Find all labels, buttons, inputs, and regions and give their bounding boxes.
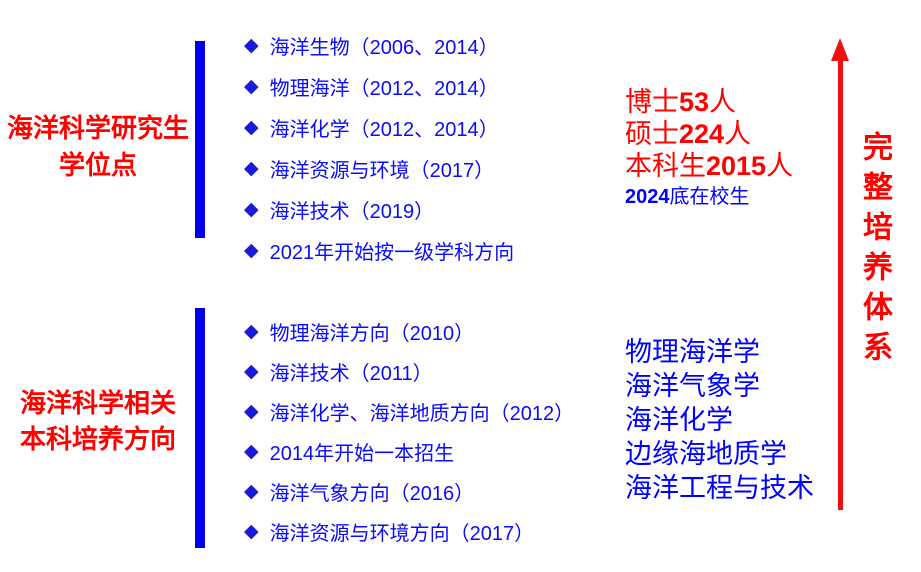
diamond-bullet-icon: ◆ <box>244 240 259 261</box>
list-item-label: 物理海洋（2012、2014） <box>269 78 499 100</box>
stat-line: 本科生2015人 <box>625 150 793 182</box>
list-item: ◆ 海洋气象方向（2016） <box>244 471 574 511</box>
list-item: ◆ 海洋资源与环境方向（2017） <box>244 511 574 551</box>
diamond-bullet-icon: ◆ <box>244 480 259 502</box>
list-item-label: 海洋化学、海洋地质方向（2012） <box>269 402 575 425</box>
major-item: 海洋化学 <box>625 405 733 435</box>
list-item: ◆ 海洋技术（2011） <box>244 351 574 391</box>
graduate-programs-list: ◆ 海洋生物（2006、2014） ◆ 物理海洋（2012、2014） ◆ 海洋… <box>244 25 514 271</box>
stat-suffix: 人 <box>766 151 794 181</box>
stat-number: 2015 <box>706 151 767 181</box>
diamond-bullet-icon: ◆ <box>244 199 259 220</box>
list-item: ◆ 物理海洋方向（2010） <box>244 311 574 351</box>
list-item-label: 物理海洋方向（2010） <box>269 322 475 345</box>
stats-note-text: 底在校生 <box>669 186 750 208</box>
list-item: ◆ 海洋技术（2019） <box>244 189 514 230</box>
diamond-bullet-icon: ◆ <box>244 400 259 422</box>
list-item: ◆ 物理海洋（2012、2014） <box>244 66 514 107</box>
up-arrow-line <box>838 58 843 510</box>
graduate-section-title-line2: 学位点 <box>58 151 137 180</box>
major-item: 物理海洋学 <box>625 337 760 367</box>
undergrad-section-title-line1: 海洋科学相关 <box>19 389 176 418</box>
list-item: ◆ 2021年开始按一级学科方向 <box>244 230 514 271</box>
list-item-label: 海洋化学（2012、2014） <box>269 119 499 141</box>
list-item-label: 海洋气象方向（2016） <box>269 482 475 505</box>
diamond-bullet-icon: ◆ <box>244 35 259 56</box>
graduate-section-title: 海洋科学研究生 学位点 <box>0 110 196 184</box>
complete-system-label: 完整培养体系 <box>858 131 891 371</box>
graduate-group-bar <box>195 41 205 238</box>
stat-suffix: 人 <box>709 87 737 117</box>
enrollment-stats: 博士53人 硕士224人 本科生2015人 2024底在校生 <box>625 86 793 212</box>
graduate-section-title-line1: 海洋科学研究生 <box>6 114 189 143</box>
undergrad-programs-list: ◆ 物理海洋方向（2010） ◆ 海洋技术（2011） ◆ 海洋化学、海洋地质方… <box>244 311 574 551</box>
list-item-label: 海洋生物（2006、2014） <box>269 37 499 59</box>
list-item: ◆ 2014年开始一本招生 <box>244 431 574 471</box>
diamond-bullet-icon: ◆ <box>244 320 259 342</box>
stat-prefix: 本科生 <box>625 151 706 181</box>
diamond-bullet-icon: ◆ <box>244 440 259 462</box>
enrollment-stats-lines: 博士53人 硕士224人 本科生2015人 <box>625 86 793 182</box>
list-item-label: 2021年开始按一级学科方向 <box>269 242 515 264</box>
stat-number: 224 <box>679 119 725 149</box>
list-item: ◆ 海洋资源与环境（2017） <box>244 148 514 189</box>
list-item-label: 海洋技术（2011） <box>269 362 433 385</box>
stat-number: 53 <box>679 87 710 117</box>
major-item: 边缘海地质学 <box>625 439 787 469</box>
diamond-bullet-icon: ◆ <box>244 158 259 179</box>
stat-suffix: 人 <box>724 119 752 149</box>
list-item-label: 海洋资源与环境（2017） <box>269 160 495 182</box>
list-item-label: 2014年开始一本招生 <box>269 442 455 465</box>
list-item-label: 海洋资源与环境方向（2017） <box>269 522 535 545</box>
stat-prefix: 博士 <box>625 87 679 117</box>
diamond-bullet-icon: ◆ <box>244 117 259 138</box>
up-arrow-head-icon <box>831 38 849 61</box>
stats-note: 2024底在校生 <box>625 182 793 212</box>
major-item: 海洋工程与技术 <box>625 473 814 503</box>
list-item: ◆ 海洋生物（2006、2014） <box>244 25 514 66</box>
diamond-bullet-icon: ◆ <box>244 520 259 542</box>
stat-prefix: 硕士 <box>625 119 679 149</box>
list-item: ◆ 海洋化学（2012、2014） <box>244 107 514 148</box>
majors-list: 物理海洋学 海洋气象学 海洋化学 边缘海地质学 海洋工程与技术 <box>625 335 814 505</box>
list-item-label: 海洋技术（2019） <box>269 201 435 223</box>
major-item: 海洋气象学 <box>625 371 760 401</box>
stat-line: 博士53人 <box>625 86 793 118</box>
diamond-bullet-icon: ◆ <box>244 76 259 97</box>
list-item: ◆ 海洋化学、海洋地质方向（2012） <box>244 391 574 431</box>
stats-note-year: 2024 <box>625 186 670 208</box>
stat-line: 硕士224人 <box>625 118 793 150</box>
diamond-bullet-icon: ◆ <box>244 360 259 382</box>
undergrad-section-title-line2: 本科培养方向 <box>19 425 176 454</box>
undergrad-section-title: 海洋科学相关 本科培养方向 <box>0 386 196 458</box>
undergrad-group-bar <box>195 308 205 548</box>
